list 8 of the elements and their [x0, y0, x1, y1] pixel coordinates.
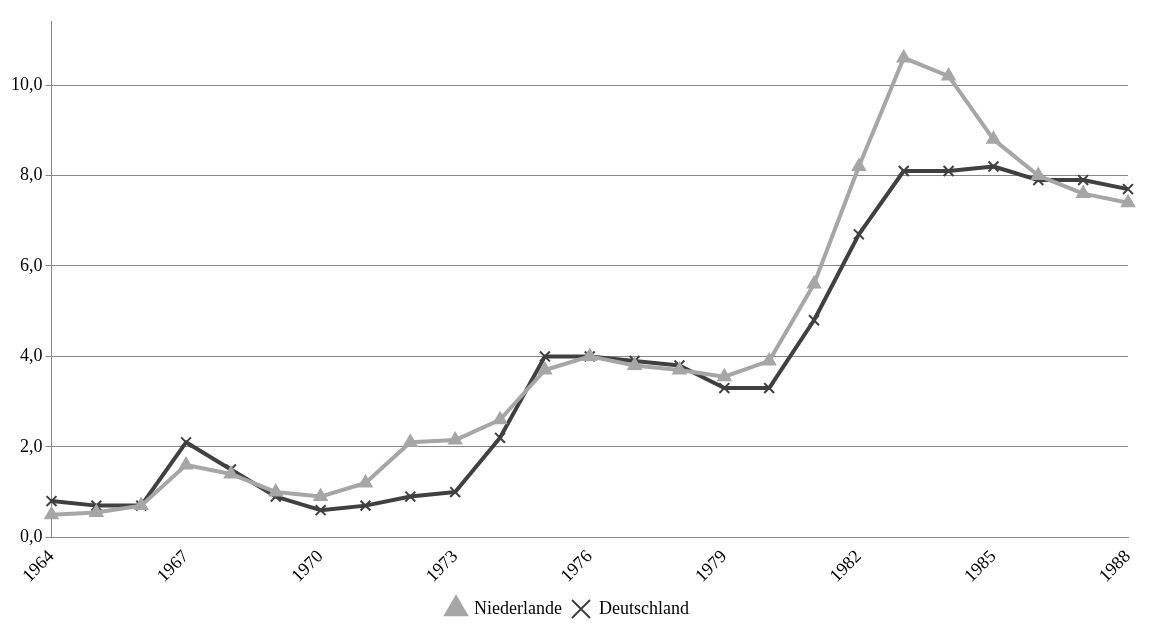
y-tick-label: 4,0 — [20, 345, 43, 366]
y-tick-label: 10,0 — [11, 73, 43, 94]
legend-label: Deutschland — [598, 597, 689, 618]
y-tick-label: 2,0 — [20, 435, 43, 456]
y-tick-label: 0,0 — [20, 526, 43, 547]
y-tick-label: 6,0 — [20, 254, 43, 275]
y-tick-label: 8,0 — [20, 164, 43, 185]
legend-label: Niederlande — [474, 597, 562, 618]
